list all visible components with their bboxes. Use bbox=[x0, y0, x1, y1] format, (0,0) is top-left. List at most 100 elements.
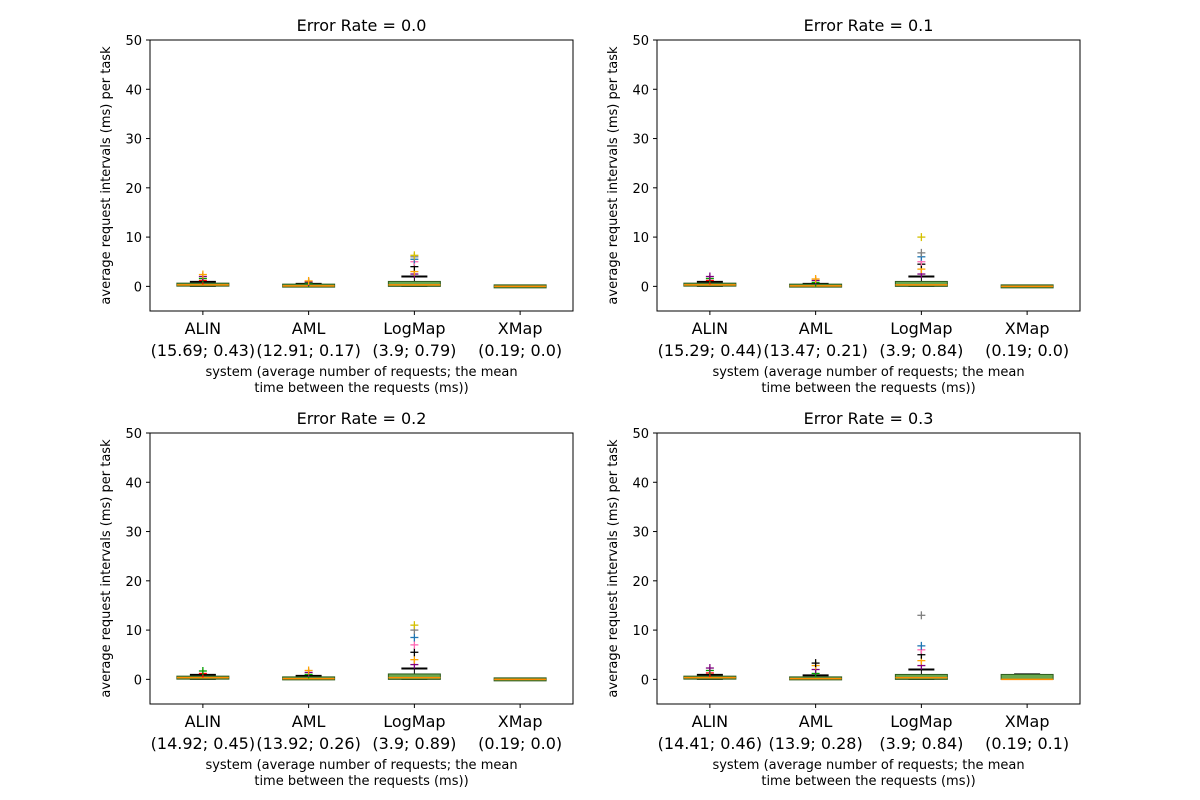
x-axis-label: time between the requests (ms)) bbox=[254, 774, 468, 789]
box-logmap bbox=[387, 621, 441, 680]
y-axis-label: average request intervals (ms) per task bbox=[99, 46, 114, 305]
box-alin bbox=[683, 272, 737, 287]
plot-frame bbox=[656, 432, 1081, 705]
box-logmap bbox=[387, 251, 441, 287]
flier-point bbox=[811, 659, 820, 668]
y-axis-label: average request intervals (ms) per task bbox=[606, 46, 621, 305]
x-tick-sublabel: (3.9; 0.84) bbox=[879, 341, 963, 360]
x-tick-sublabel: (0.19; 0.0) bbox=[985, 341, 1069, 360]
subplot-title: Error Rate = 0.1 bbox=[804, 16, 934, 35]
subplot-2: Error Rate = 0.1 0 10 20 30 40 50 average reque… bbox=[606, 16, 1081, 396]
x-tick-label: ALIN bbox=[692, 319, 729, 338]
box-body bbox=[387, 280, 441, 287]
y-tick-label: 50 bbox=[125, 34, 142, 49]
box-body bbox=[894, 280, 948, 287]
flier-point bbox=[410, 655, 419, 664]
y-tick-label: 20 bbox=[632, 575, 649, 590]
y-tick-label: 30 bbox=[632, 526, 649, 541]
flier-point bbox=[410, 640, 419, 649]
flier-point bbox=[304, 666, 313, 675]
x-tick-label: AML bbox=[799, 319, 833, 338]
box-aml bbox=[282, 666, 336, 681]
box-xmap bbox=[1000, 673, 1054, 681]
y-tick-label: 30 bbox=[125, 526, 142, 541]
x-tick-label: AML bbox=[799, 712, 833, 731]
x-tick-sublabel: (13.92; 0.26) bbox=[256, 734, 360, 753]
y-tick-label: 10 bbox=[632, 231, 649, 246]
box-logmap bbox=[894, 611, 948, 680]
x-tick-sublabel: (0.19; 0.1) bbox=[985, 734, 1069, 753]
x-tick-label: AML bbox=[292, 712, 326, 731]
flier-point bbox=[410, 251, 419, 260]
flier-point bbox=[410, 648, 419, 657]
box-alin bbox=[176, 666, 230, 680]
flier-point bbox=[198, 270, 207, 279]
subplot-title: Error Rate = 0.0 bbox=[297, 16, 427, 35]
x-tick-sublabel: (15.29; 0.44) bbox=[658, 341, 762, 360]
box-aml bbox=[789, 274, 843, 288]
x-axis-label: system (average number of requests; the … bbox=[712, 365, 1024, 380]
x-tick-label: XMap bbox=[498, 319, 543, 338]
flier-point bbox=[705, 272, 714, 281]
y-tick-label: 0 bbox=[134, 280, 142, 295]
flier-point bbox=[410, 621, 419, 630]
x-tick-sublabel: (3.9; 0.79) bbox=[372, 341, 456, 360]
y-tick-label: 0 bbox=[641, 673, 649, 688]
y-tick-label: 20 bbox=[632, 182, 649, 197]
y-tick-label: 50 bbox=[125, 427, 142, 442]
box-xmap bbox=[493, 284, 547, 289]
x-axis-label: time between the requests (ms)) bbox=[761, 774, 975, 789]
box-alin bbox=[683, 664, 737, 680]
flier-point bbox=[705, 664, 714, 673]
x-tick-label: LogMap bbox=[890, 712, 952, 731]
plot-frame bbox=[149, 432, 574, 705]
plot-frame bbox=[149, 39, 574, 312]
x-tick-label: ALIN bbox=[185, 712, 222, 731]
plot-frame bbox=[656, 39, 1081, 312]
x-tick-sublabel: (0.19; 0.0) bbox=[478, 341, 562, 360]
y-tick-label: 10 bbox=[125, 231, 142, 246]
flier-point bbox=[917, 611, 926, 620]
box-aml bbox=[789, 659, 843, 681]
flier-point bbox=[198, 666, 207, 675]
box-xmap bbox=[493, 677, 547, 682]
flier-point bbox=[410, 633, 419, 642]
x-tick-label: LogMap bbox=[383, 712, 445, 731]
box-alin bbox=[176, 270, 230, 287]
subplot-title: Error Rate = 0.2 bbox=[297, 409, 427, 428]
y-axis-label: average request intervals (ms) per task bbox=[606, 439, 621, 698]
y-tick-label: 30 bbox=[125, 133, 142, 148]
y-axis-label: average request intervals (ms) per task bbox=[99, 439, 114, 698]
box-aml bbox=[282, 276, 336, 288]
y-tick-label: 40 bbox=[632, 83, 649, 98]
x-tick-sublabel: (0.19; 0.0) bbox=[478, 734, 562, 753]
y-tick-label: 20 bbox=[125, 575, 142, 590]
x-axis-label: time between the requests (ms)) bbox=[761, 381, 975, 396]
x-tick-label: LogMap bbox=[383, 319, 445, 338]
flier-point bbox=[304, 276, 313, 285]
x-tick-label: XMap bbox=[1005, 319, 1050, 338]
x-tick-sublabel: (3.9; 0.84) bbox=[879, 734, 963, 753]
x-tick-sublabel: (3.9; 0.89) bbox=[372, 734, 456, 753]
y-tick-label: 30 bbox=[632, 133, 649, 148]
y-tick-label: 50 bbox=[632, 427, 649, 442]
subplot-title: Error Rate = 0.3 bbox=[804, 409, 934, 428]
x-axis-label: time between the requests (ms)) bbox=[254, 381, 468, 396]
x-tick-sublabel: (14.41; 0.46) bbox=[658, 734, 762, 753]
subplot-4: Error Rate = 0.3 0 10 20 30 40 50 average reque… bbox=[606, 409, 1081, 789]
x-tick-sublabel: (12.91; 0.17) bbox=[256, 341, 360, 360]
subplot-1: Error Rate = 0.0 0 10 20 30 40 50 average reque… bbox=[99, 16, 574, 396]
x-tick-label: ALIN bbox=[692, 712, 729, 731]
x-tick-label: ALIN bbox=[185, 319, 222, 338]
flier-point bbox=[811, 274, 820, 283]
x-tick-label: AML bbox=[292, 319, 326, 338]
x-tick-label: XMap bbox=[1005, 712, 1050, 731]
flier-point bbox=[917, 233, 926, 242]
y-tick-label: 10 bbox=[125, 624, 142, 639]
x-tick-sublabel: (14.92; 0.45) bbox=[151, 734, 255, 753]
y-tick-label: 50 bbox=[632, 34, 649, 49]
x-tick-label: XMap bbox=[498, 712, 543, 731]
y-tick-label: 40 bbox=[632, 476, 649, 491]
x-tick-sublabel: (13.47; 0.21) bbox=[763, 341, 867, 360]
